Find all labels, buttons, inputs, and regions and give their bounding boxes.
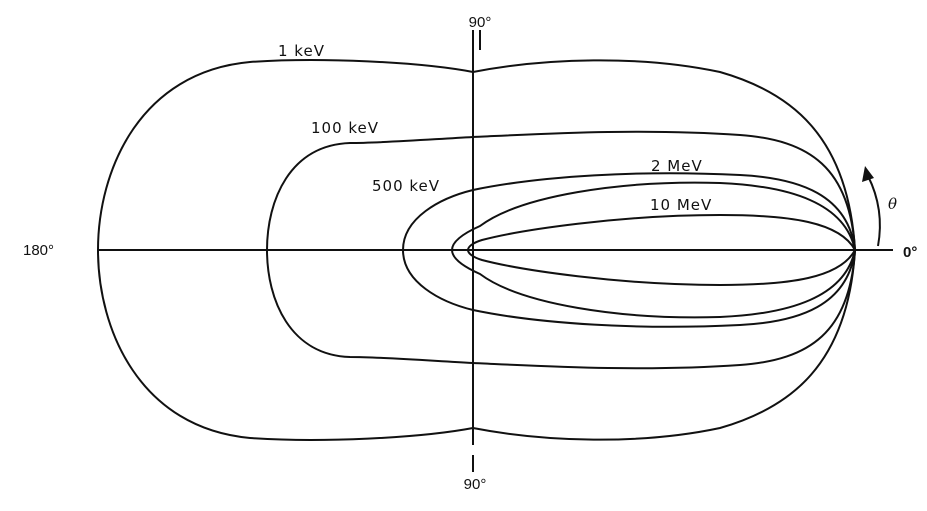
axis-label-right: 0° — [903, 244, 917, 261]
curve-500-kev — [401, 172, 857, 328]
curve-1-kev — [96, 59, 857, 441]
theta-arrowhead-icon — [862, 166, 874, 182]
axis-label-left: 180° — [23, 242, 54, 259]
curve-2-mev — [450, 181, 857, 319]
theta-arrow-arc — [867, 175, 881, 247]
curve-100-kev — [265, 130, 857, 370]
curve-10-mev — [466, 213, 857, 287]
curve-label-500-kev: 500 keV — [372, 177, 440, 195]
axis-label-top: 90° — [469, 14, 492, 31]
curve-label-1-kev: 1 keV — [278, 42, 325, 60]
curve-label-2-mev: 2 MeV — [651, 157, 703, 175]
theta-label: θ — [888, 195, 897, 213]
axis-label-bottom: 90° — [464, 476, 487, 493]
curve-label-100-kev: 100 keV — [311, 119, 379, 137]
curve-label-10-mev: 10 MeV — [650, 196, 712, 214]
